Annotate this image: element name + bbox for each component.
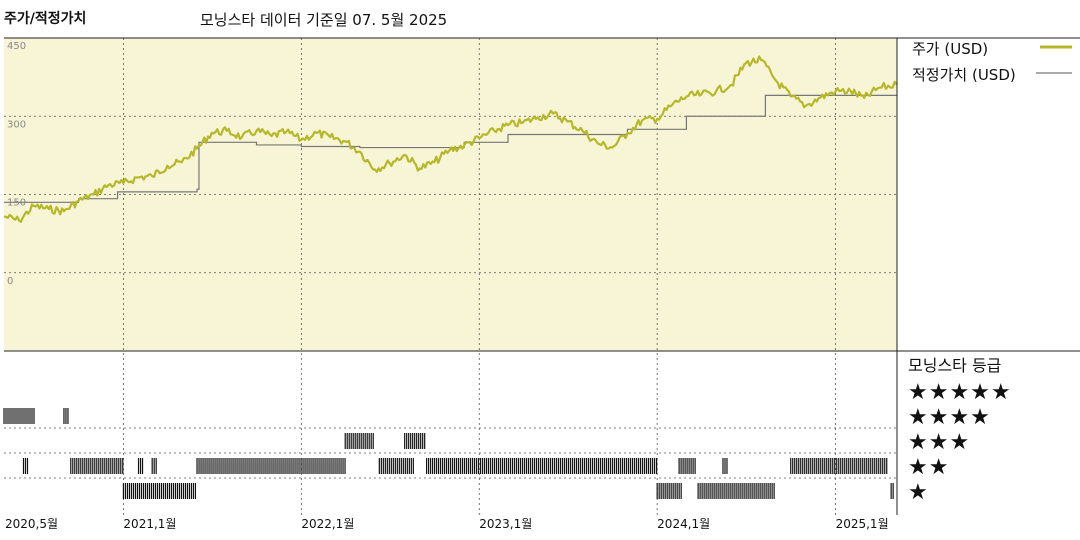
frame-lines	[4, 37, 1080, 515]
star-rating-bands	[3, 408, 894, 499]
fair-value-series	[4, 94, 897, 203]
star-band-4	[404, 433, 426, 449]
chart-title: 주가/적정가치	[4, 11, 87, 27]
chart-subtitle: 모닝스타 데이터 기준일 07. 5월 2025	[200, 11, 448, 29]
star-row-5: ★★★★★	[908, 380, 1012, 405]
star-band-5	[3, 408, 35, 424]
legend-price-label: 주가 (USD)	[912, 40, 989, 58]
star-band-3	[137, 458, 144, 474]
price-series	[3, 55, 898, 223]
y-tick-label: 0	[7, 276, 13, 287]
star-band-3	[22, 458, 29, 474]
star-band-2	[890, 483, 894, 499]
x-tick-label: 2022,1월	[301, 517, 354, 531]
star-rating-heading: 모닝스타 등급	[908, 356, 1002, 375]
y-tick-label: 300	[7, 119, 26, 130]
star-band-3	[722, 458, 728, 474]
x-axis-ticks: 2020,5월 2021,1월 2022,1월 2023,1월 2024,1월 2025,…	[5, 517, 889, 531]
star-row-4: ★★★★	[908, 405, 991, 430]
star-row-2: ★★	[908, 455, 950, 480]
star-band-2	[656, 483, 682, 499]
y-axis-ticks: 0 150 300 450	[7, 41, 26, 287]
y-tick-label: 450	[7, 41, 26, 52]
star-band-3	[678, 458, 696, 474]
star-band-2	[697, 483, 775, 499]
star-band-2	[122, 483, 197, 499]
star-band-3	[790, 458, 888, 474]
star-band-4	[344, 433, 374, 449]
star-row-1: ★	[908, 480, 929, 505]
star-band-3	[151, 458, 157, 474]
x-tick-label: 2021,1월	[123, 517, 176, 531]
y-tick-label: 150	[7, 198, 26, 209]
fair-value-line	[4, 94, 897, 203]
x-tick-label: 2025,1월	[836, 517, 889, 531]
star-band-3	[196, 458, 346, 474]
star-band-5	[63, 408, 69, 424]
price-line	[3, 55, 898, 223]
x-tick-label: 2023,1월	[479, 517, 532, 531]
x-tick-label: 2020,5월	[5, 517, 58, 531]
star-row-3: ★★★	[908, 430, 971, 455]
star-band-3	[426, 458, 658, 474]
star-band-3	[378, 458, 414, 474]
x-tick-label: 2024,1월	[657, 517, 710, 531]
legend	[1036, 45, 1072, 74]
star-band-3	[70, 458, 124, 474]
legend-fair-label: 적정가치 (USD)	[912, 66, 1016, 84]
